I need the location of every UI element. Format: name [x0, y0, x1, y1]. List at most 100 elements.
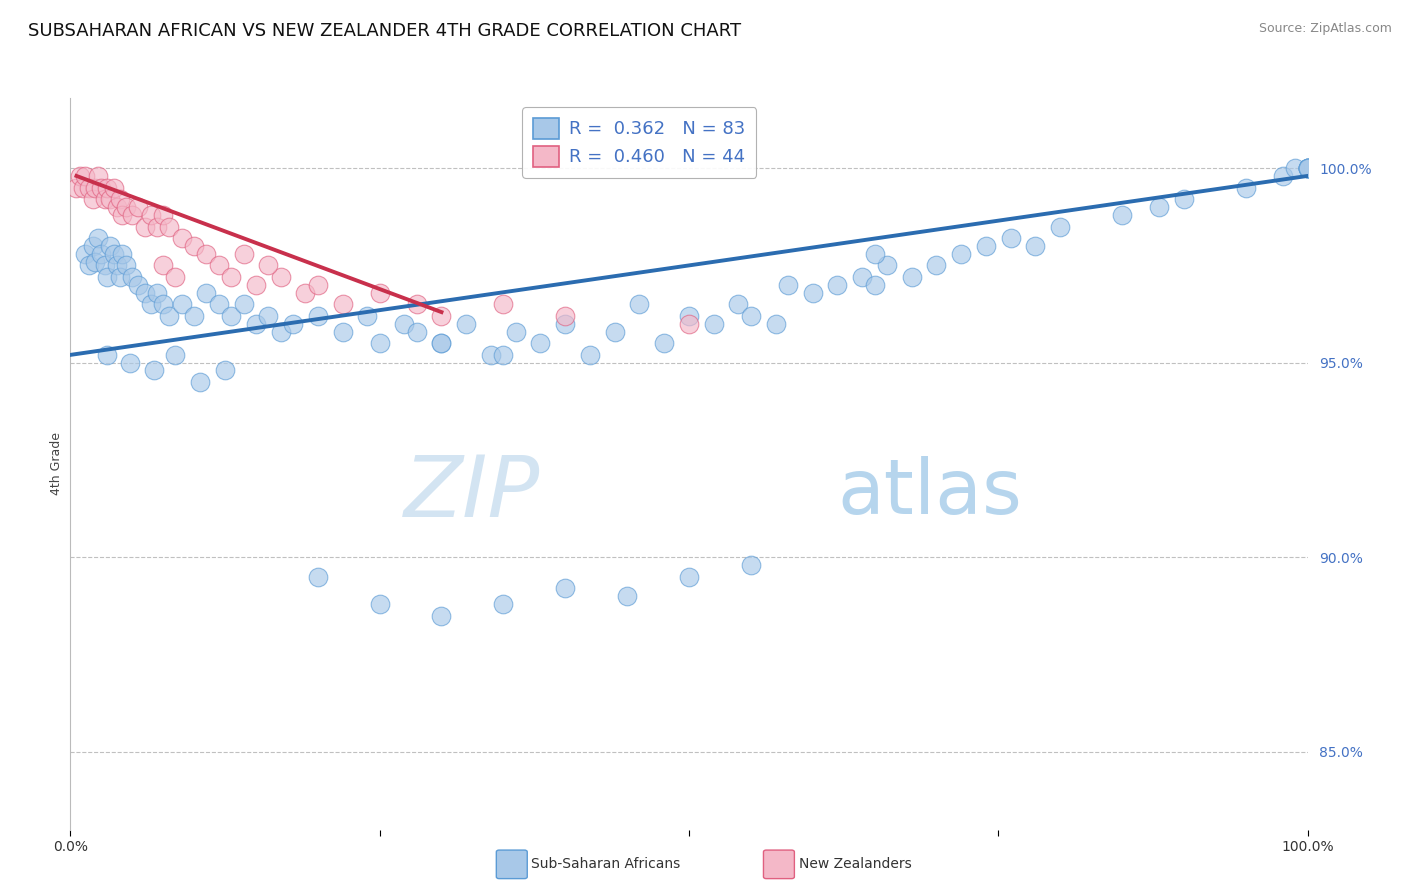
- Point: [208, 259, 231, 273]
- Point: [1000, 231, 1022, 245]
- Point: [974, 239, 997, 253]
- Point: [776, 277, 799, 292]
- Point: [165, 348, 187, 362]
- Point: [925, 259, 948, 273]
- Point: [139, 297, 162, 311]
- Point: [1296, 161, 1319, 176]
- Point: [368, 285, 391, 300]
- Point: [82, 192, 104, 206]
- Point: [146, 285, 169, 300]
- Point: [1173, 192, 1195, 206]
- Point: [219, 270, 242, 285]
- Point: [118, 356, 141, 370]
- Point: [554, 582, 576, 596]
- Point: [86, 169, 108, 183]
- Point: [75, 169, 97, 183]
- Text: Sub-Saharan Africans: Sub-Saharan Africans: [531, 857, 681, 871]
- Point: [863, 246, 886, 260]
- Point: [82, 239, 104, 253]
- Point: [405, 325, 427, 339]
- Point: [103, 246, 125, 260]
- Point: [430, 336, 453, 351]
- Point: [1296, 161, 1319, 176]
- Point: [307, 277, 329, 292]
- Point: [740, 309, 762, 323]
- Point: [430, 309, 453, 323]
- Text: New Zealanders: New Zealanders: [799, 857, 911, 871]
- Text: ZIP: ZIP: [404, 451, 540, 534]
- Point: [652, 336, 675, 351]
- Point: [77, 180, 100, 194]
- Point: [678, 309, 700, 323]
- Text: SUBSAHARAN AFRICAN VS NEW ZEALANDER 4TH GRADE CORRELATION CHART: SUBSAHARAN AFRICAN VS NEW ZEALANDER 4TH …: [28, 22, 741, 40]
- Point: [152, 208, 174, 222]
- Point: [165, 270, 187, 285]
- Point: [678, 317, 700, 331]
- Point: [1049, 219, 1071, 234]
- Point: [356, 309, 378, 323]
- Point: [214, 363, 236, 377]
- Point: [394, 317, 416, 331]
- Point: [98, 192, 121, 206]
- Point: [115, 259, 138, 273]
- Point: [157, 219, 180, 234]
- Point: [479, 348, 502, 362]
- Point: [1284, 161, 1306, 176]
- Point: [270, 325, 292, 339]
- Point: [115, 200, 138, 214]
- Point: [139, 208, 162, 222]
- Point: [529, 336, 551, 351]
- Point: [740, 558, 762, 572]
- Point: [1296, 161, 1319, 176]
- Point: [270, 270, 292, 285]
- Point: [121, 270, 143, 285]
- Point: [827, 277, 849, 292]
- Point: [127, 200, 149, 214]
- Point: [143, 363, 166, 377]
- Point: [84, 180, 107, 194]
- Point: [1296, 161, 1319, 176]
- Point: [851, 270, 873, 285]
- Point: [801, 285, 824, 300]
- Point: [183, 309, 205, 323]
- Point: [863, 277, 886, 292]
- Point: [1296, 161, 1319, 176]
- Point: [105, 200, 128, 214]
- Point: [900, 270, 922, 285]
- Point: [96, 180, 118, 194]
- Point: [77, 259, 100, 273]
- Point: [72, 180, 94, 194]
- Point: [90, 246, 112, 260]
- Point: [616, 589, 638, 603]
- Point: [157, 309, 180, 323]
- Point: [134, 285, 156, 300]
- Point: [195, 285, 218, 300]
- Point: [195, 246, 218, 260]
- Point: [152, 297, 174, 311]
- Point: [727, 297, 749, 311]
- Text: atlas: atlas: [838, 456, 1022, 530]
- Point: [257, 259, 280, 273]
- Point: [245, 317, 267, 331]
- Point: [94, 259, 117, 273]
- Point: [121, 208, 143, 222]
- Point: [1024, 239, 1046, 253]
- Point: [152, 259, 174, 273]
- Point: [108, 192, 131, 206]
- Point: [950, 246, 973, 260]
- Point: [492, 597, 515, 611]
- Point: [405, 297, 427, 311]
- Point: [96, 348, 118, 362]
- Point: [294, 285, 316, 300]
- Point: [505, 325, 527, 339]
- Point: [492, 348, 515, 362]
- Point: [188, 375, 211, 389]
- Legend: R =  0.362   N = 83, R =  0.460   N = 44: R = 0.362 N = 83, R = 0.460 N = 44: [523, 107, 756, 178]
- Point: [170, 231, 193, 245]
- Point: [245, 277, 267, 292]
- Point: [134, 219, 156, 234]
- Point: [368, 597, 391, 611]
- Point: [430, 608, 453, 623]
- Point: [1234, 180, 1257, 194]
- Point: [146, 219, 169, 234]
